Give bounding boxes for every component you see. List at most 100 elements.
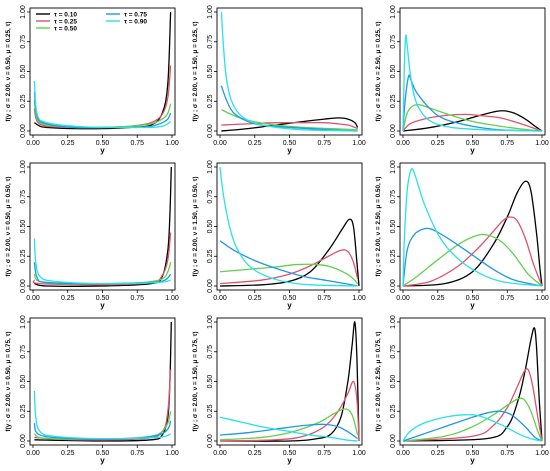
y-tick-label: 0.75 [207, 190, 214, 204]
series-line-tau-0-90 [402, 414, 543, 442]
series-line-tau-0-50 [402, 397, 543, 442]
y-tick-label: 0.00 [390, 279, 397, 293]
y-tick-label: 0.50 [207, 65, 214, 79]
x-tick-label: 0.50 [96, 450, 110, 457]
y-tick-label: 0.00 [20, 124, 27, 138]
x-tick-label: 1.00 [165, 295, 179, 302]
y-tick-label: 0.25 [207, 249, 214, 263]
x-axis-label: y [287, 301, 292, 310]
y-tick-label: 0.50 [390, 220, 397, 234]
y-axis-label: f(y ; σ = 2.00, ν = 2.50, μ = 0.25, τ) [375, 21, 382, 121]
y-tick-label: 0.00 [20, 434, 27, 448]
y-axis-label: f(y ; σ = 2.00, ν = 1.50, μ = 0.75, τ) [192, 331, 199, 431]
x-tick-label: 1.00 [535, 140, 549, 147]
series-line-tau-0-10 [402, 110, 543, 132]
y-tick-label: 0.50 [207, 375, 214, 389]
x-axis-label: y [100, 301, 105, 310]
y-axis-label: f(y ; σ = 2.00, ν = 0.50, μ = 0.75, τ) [5, 331, 12, 431]
x-axis-label: y [287, 456, 292, 465]
y-tick-label: 0.50 [20, 375, 27, 389]
x-tick-label: 0.50 [283, 140, 297, 147]
y-tick-label: 0.25 [390, 404, 397, 418]
x-tick-label: 0.00 [213, 450, 227, 457]
y-tick-label: 1.00 [390, 160, 397, 174]
panel-9: 0.00 0.25 0.50 0.75 1.00 0.00 0.25 0.50 0.75 1.00… [375, 315, 549, 465]
x-tick-label: 0.50 [466, 295, 480, 302]
x-tick-label: 0.75 [500, 450, 514, 457]
series-line-tau-0-10 [402, 327, 543, 442]
x-tick-label: 0.00 [396, 140, 410, 147]
x-tick-label: 0.50 [466, 450, 480, 457]
x-tick-label: 0.00 [26, 450, 40, 457]
y-axis-label: f(y ; σ = 2.00, ν = 1.50, μ = 0.50, τ) [192, 176, 199, 276]
series-line-tau-0-75 [220, 85, 358, 132]
y-tick-label: 0.25 [390, 94, 397, 108]
y-axis-label: f(y ; σ = 2.00, ν = 2.50, μ = 0.75, τ) [375, 331, 382, 431]
plot-frame [216, 317, 363, 446]
x-tick-label: 0.50 [96, 140, 110, 147]
x-tick-label: 1.00 [535, 450, 549, 457]
series-line-tau-0-90 [402, 168, 543, 287]
y-axis-label: f(y ; σ = 2.00, ν = 0.50, μ = 0.50, τ) [5, 176, 12, 276]
x-tick-label: 0.00 [213, 295, 227, 302]
series-line-tau-0-25 [402, 368, 543, 442]
y-axis-label: f(y ; σ = 2.00, ν = 2.50, μ = 0.50, τ) [375, 176, 382, 276]
legend-label: τ = 0.10 [54, 11, 77, 18]
x-axis-label: y [287, 146, 292, 155]
y-tick-label: 1.00 [20, 160, 27, 174]
x-tick-label: 1.00 [352, 140, 366, 147]
plot-frame [216, 7, 363, 136]
series-line-tau-0-75 [402, 227, 543, 287]
series-line-tau-0-50 [402, 103, 543, 132]
x-tick-label: 1.00 [535, 295, 549, 302]
plot-frame [29, 317, 176, 446]
series-line-tau-0-10 [219, 218, 360, 287]
series-line-tau-0-90 [33, 238, 171, 285]
series-line-tau-0-50 [33, 262, 172, 285]
y-tick-label: 0.25 [20, 404, 27, 418]
y-tick-label: 0.75 [20, 35, 27, 49]
panel-5: 0.00 0.25 0.50 0.75 1.00 0.00 0.25 0.50 0.75 1.00… [192, 160, 366, 310]
series-line-tau-0-10 [402, 180, 543, 287]
x-tick-label: 0.75 [317, 295, 331, 302]
series-line-tau-0-90 [220, 11, 358, 132]
legend-label: τ = 0.75 [124, 11, 147, 18]
series-line-tau-0-25 [402, 113, 543, 132]
y-tick-label: 0.75 [20, 345, 27, 359]
x-tick-label: 0.25 [61, 450, 75, 457]
y-axis-label: f(y ; σ = 2.00, ν = 0.50, μ = 0.25, τ) [5, 21, 12, 121]
y-tick-label: 0.75 [390, 345, 397, 359]
y-tick-label: 0.50 [207, 220, 214, 234]
series-line-tau-0-75 [219, 423, 358, 440]
y-tick-label: 0.25 [207, 94, 214, 108]
y-tick-label: 0.75 [207, 345, 214, 359]
x-tick-label: 0.75 [317, 450, 331, 457]
series-line-tau-0-90 [219, 416, 358, 442]
series-line-tau-0-10 [34, 321, 172, 442]
x-tick-label: 0.00 [26, 295, 40, 302]
x-tick-label: 0.25 [248, 140, 262, 147]
series-line-tau-0-90 [33, 390, 171, 440]
y-tick-label: 0.25 [207, 404, 214, 418]
y-tick-label: 1.00 [207, 315, 214, 329]
y-tick-label: 0.25 [20, 249, 27, 263]
legend-label: τ = 0.25 [54, 18, 77, 25]
x-tick-label: 0.75 [500, 140, 514, 147]
x-tick-label: 0.75 [317, 140, 331, 147]
x-tick-label: 0.00 [213, 140, 227, 147]
series-line-tau-0-50 [34, 411, 172, 440]
series-line-tau-0-10 [221, 117, 359, 132]
x-tick-label: 0.00 [396, 295, 410, 302]
x-tick-label: 0.00 [396, 450, 410, 457]
y-axis-label: f(y ; σ = 2.00, ν = 1.50, μ = 0.25, τ) [192, 21, 199, 121]
x-tick-label: 0.00 [26, 140, 40, 147]
series-line-tau-0-90 [402, 34, 543, 132]
y-tick-label: 0.00 [207, 124, 214, 138]
y-tick-label: 0.00 [207, 434, 214, 448]
plot-frame [29, 162, 176, 291]
x-tick-label: 0.25 [61, 140, 75, 147]
series-line-tau-0-50 [219, 263, 359, 285]
x-tick-label: 0.50 [283, 295, 297, 302]
panel-1: 0.00 0.25 0.50 0.75 1.00 0.00 0.25 0.50 0.75 1.00… [5, 5, 179, 155]
series-line-tau-0-90 [33, 80, 172, 129]
